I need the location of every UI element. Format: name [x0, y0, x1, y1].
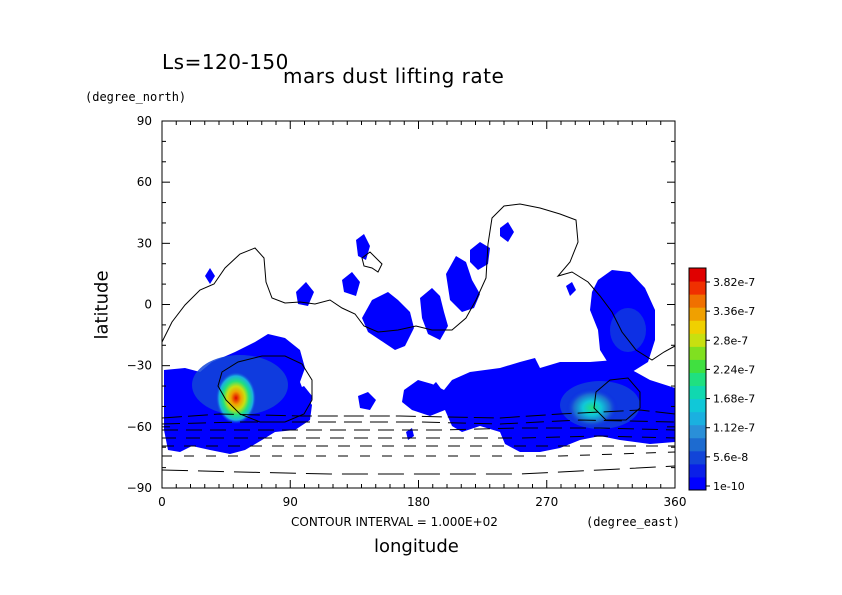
contour-band-4 [162, 435, 675, 439]
colorbar-swatch [689, 424, 706, 439]
fill-mid-band-east-2 [610, 308, 646, 352]
topography-contours [162, 203, 675, 475]
y-axis-unit: (degree_north) [85, 90, 187, 104]
colorbar-frame [688, 267, 707, 491]
colorbar-swatch [689, 281, 706, 295]
colorbar-swatch [689, 359, 706, 373]
colorbar-swatch [689, 372, 706, 387]
fill-region-ne-small [500, 222, 514, 242]
fill-region-ne-2 [470, 242, 490, 270]
x-tick-label: 180 [407, 495, 430, 509]
x-tick-label: 360 [664, 495, 687, 509]
contour-line-east [593, 377, 641, 421]
colorbar-swatch [689, 307, 706, 321]
contour-band-2 [162, 419, 675, 425]
colorbar-label: 2.8e-7 [713, 334, 748, 347]
colorbar-label: 5.6e-8 [713, 451, 748, 464]
y-tick-label: −90 [127, 481, 152, 495]
x-axis-unit: (degree_east) [586, 515, 680, 529]
colorbar-swatch [689, 333, 706, 347]
y-tick-label: 90 [137, 114, 152, 128]
fill-region-blob-5 [566, 282, 576, 296]
colorbar-label: 2.24e-7 [713, 363, 755, 376]
x-tick-label: 0 [158, 495, 166, 509]
colorbar-swatch [689, 437, 706, 452]
colorbar-swatch [689, 294, 706, 308]
y-tick-label: 0 [144, 298, 152, 312]
x-tick-label: 90 [283, 495, 298, 509]
colorbar-swatch [689, 346, 706, 360]
x-axis-label: longitude [374, 536, 459, 557]
peak-sw [216, 372, 256, 424]
colorbar-swatch [689, 450, 706, 465]
y-tick-label: 30 [137, 236, 152, 250]
fill-region-blob-4 [406, 428, 414, 440]
colorbar-swatch [689, 398, 706, 413]
colorbar-swatch [689, 476, 706, 491]
chart-title: mars dust lifting rate [283, 64, 505, 88]
contour-line-main [162, 203, 675, 361]
fill-region-blob-1 [296, 386, 312, 408]
dust-lifting-fill [164, 222, 675, 454]
colorbar-label: 1.68e-7 [713, 393, 755, 406]
fill-region-blob-3 [430, 382, 442, 396]
contour-band-1 [162, 409, 675, 419]
axes: 0 90 180 270 360 90 60 30 0 −30 −60 −90 [127, 114, 687, 509]
colorbar-label: 3.36e-7 [713, 305, 755, 318]
fill-region-central-2 [420, 288, 448, 340]
fill-region-ne [446, 256, 480, 312]
colorbar-label: 3.82e-7 [713, 276, 755, 289]
contour-line-north [361, 251, 383, 273]
contour-interval-note: CONTOUR INTERVAL = 1.000E+02 [291, 515, 498, 529]
colorbar-swatch [689, 268, 706, 282]
contour-band-7 [162, 465, 675, 475]
x-tick-label: 270 [535, 495, 558, 509]
colorbar-swatch [689, 411, 706, 426]
colorbar-swatch [689, 385, 706, 400]
subtitle-ls: Ls=120-150 [162, 50, 289, 74]
fill-region-mid-1 [342, 272, 360, 296]
fill-region-north-small [356, 234, 370, 260]
y-tick-label: −60 [127, 420, 152, 434]
contour-band-3 [162, 427, 675, 431]
contour-band-6 [162, 451, 675, 457]
fill-region-central [362, 292, 414, 350]
y-tick-label: 60 [137, 175, 152, 189]
colorbar-label: 1e-10 [713, 480, 745, 493]
colorbar-label: 1.12e-7 [713, 422, 755, 435]
colorbar-swatch [689, 463, 706, 478]
fill-region-blob-2 [358, 392, 376, 410]
y-tick-label: −30 [127, 359, 152, 373]
colorbar-swatch [689, 320, 706, 334]
colorbar: 3.82e-7 3.36e-7 2.8e-7 2.24e-7 1.68e-7 1.12e-… [688, 267, 755, 493]
fill-region-west-small [205, 268, 215, 284]
fill-region-mid-2 [296, 282, 314, 306]
contour-line-sw [217, 355, 313, 423]
peak-east [566, 388, 618, 428]
